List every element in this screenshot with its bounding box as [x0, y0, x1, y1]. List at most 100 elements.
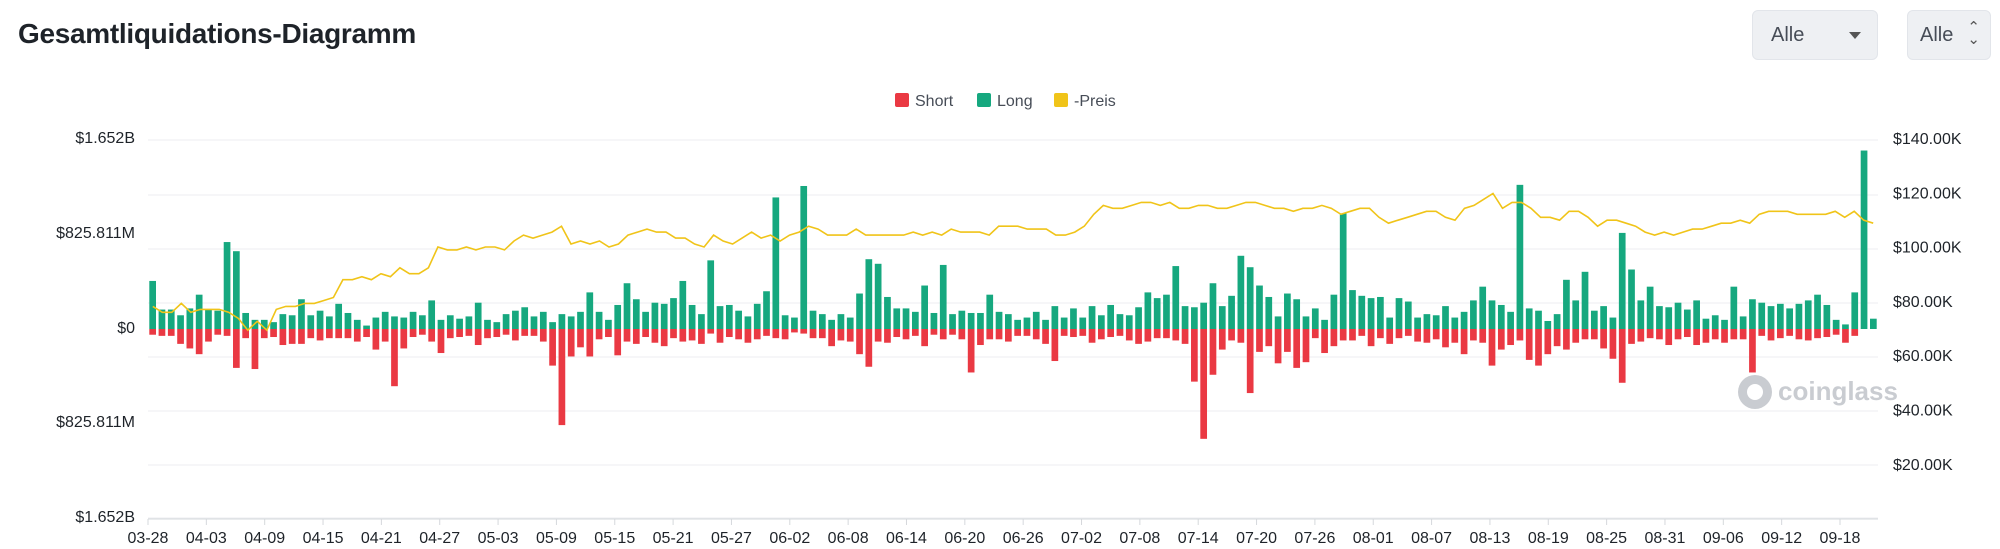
x-label-3: 04-15 [303, 530, 344, 547]
short-bar-166 [1693, 329, 1700, 346]
short-bar-20 [335, 329, 343, 339]
long-bar-48 [595, 311, 603, 329]
short-bar-141 [1460, 329, 1468, 355]
short-bar-128 [1339, 329, 1347, 341]
short-bar-74 [837, 329, 845, 341]
long-bar-104 [1116, 314, 1124, 329]
short-bar-55 [660, 329, 668, 347]
short-bar-88 [967, 329, 975, 373]
short-bar-111 [1181, 329, 1189, 344]
filter-select-coin[interactable]: Alle ⌃ ⌄ [1907, 10, 1991, 60]
long-bar-73 [828, 319, 835, 329]
x-label-23: 08-13 [1469, 530, 1510, 547]
long-bar-67 [772, 197, 780, 329]
long-bar-111 [1181, 306, 1189, 329]
x-label-29: 09-18 [1820, 530, 1861, 547]
short-bar-144 [1488, 329, 1496, 366]
short-bar-139 [1442, 329, 1449, 348]
short-bar-94 [1023, 329, 1031, 336]
short-bar-108 [1153, 329, 1161, 339]
x-label-2: 04-09 [244, 530, 285, 547]
long-bar-5 [195, 294, 203, 329]
long-bar-101 [1088, 306, 1096, 329]
x-label-12: 06-08 [828, 530, 869, 547]
short-bar-10 [242, 329, 250, 339]
long-bar-115 [1218, 306, 1226, 329]
x-label-8: 05-15 [594, 530, 635, 547]
filter-select-exchange[interactable]: Alle [1752, 10, 1878, 60]
short-bar-149 [1535, 329, 1542, 366]
long-bar-160 [1637, 300, 1645, 329]
short-bar-107 [1144, 329, 1152, 342]
short-bar-4 [186, 329, 194, 349]
long-bar-63 [735, 310, 742, 329]
long-bar-118 [1246, 267, 1254, 329]
long-bar-95 [1032, 311, 1040, 329]
short-bar-113 [1200, 329, 1208, 439]
short-bar-179 [1814, 329, 1821, 339]
short-bar-157 [1609, 329, 1617, 359]
long-bar-145 [1497, 304, 1505, 329]
short-bar-82 [911, 329, 919, 336]
long-bar-53 [642, 311, 649, 329]
short-bar-42 [539, 329, 547, 342]
short-bar-125 [1311, 329, 1319, 339]
short-bar-63 [735, 329, 742, 340]
long-bar-46 [577, 311, 584, 329]
sort-updown-icon: ⌃ ⌄ [1967, 19, 1980, 48]
long-bar-8 [223, 242, 231, 329]
short-bar-142 [1470, 329, 1477, 341]
short-bar-182 [1842, 329, 1849, 343]
short-bar-90 [986, 329, 994, 340]
long-bar-182 [1842, 324, 1849, 329]
x-label-7: 05-09 [536, 530, 577, 547]
short-bar-36 [484, 329, 491, 339]
short-bar-178 [1804, 329, 1812, 341]
long-bar-35 [474, 302, 482, 329]
long-bar-33 [456, 318, 463, 329]
long-bar-20 [335, 303, 343, 329]
coinglass-watermark-text: coinglass [1778, 376, 1898, 406]
short-bar-115 [1218, 329, 1226, 350]
long-bar-114 [1209, 283, 1217, 329]
long-bar-176 [1786, 308, 1793, 329]
long-bar-159 [1628, 269, 1635, 329]
short-bar-181 [1832, 329, 1840, 335]
short-bar-95 [1032, 329, 1040, 340]
short-bar-133 [1386, 329, 1394, 344]
long-bar-141 [1460, 311, 1468, 329]
short-bar-28 [409, 329, 417, 338]
right-tick-3: $80.00K [1893, 294, 1953, 311]
short-bar-167 [1702, 329, 1710, 343]
long-bar-177 [1795, 303, 1803, 329]
x-label-0: 03-28 [128, 530, 169, 547]
short-bar-137 [1423, 329, 1431, 343]
long-bar-16 [298, 299, 305, 329]
x-label-27: 09-06 [1703, 530, 1744, 547]
long-bar-58 [688, 304, 696, 329]
x-label-17: 07-08 [1119, 530, 1160, 547]
long-bar-137 [1423, 314, 1431, 329]
short-bar-164 [1674, 329, 1682, 340]
long-bar-56 [670, 298, 677, 329]
short-bar-2 [167, 329, 175, 336]
short-bar-29 [419, 329, 426, 335]
short-bar-153 [1572, 329, 1580, 343]
short-bar-117 [1237, 329, 1245, 343]
long-bar-37 [493, 322, 501, 329]
long-bar-170 [1730, 286, 1738, 329]
long-bar-171 [1739, 316, 1747, 329]
legend-label-0: Short [915, 93, 954, 110]
short-bar-131 [1367, 329, 1375, 347]
long-bar-79 [884, 296, 891, 329]
long-bar-23 [363, 325, 370, 329]
long-bar-167 [1702, 318, 1710, 329]
long-bar-97 [1051, 306, 1059, 329]
long-bar-62 [725, 304, 733, 329]
short-bar-97 [1051, 329, 1059, 362]
left-tick-0: $1.652B [75, 130, 135, 147]
long-bar-39 [512, 310, 519, 329]
short-bar-57 [679, 329, 687, 342]
long-bar-92 [1005, 314, 1012, 329]
right-tick-4: $60.00K [1893, 348, 1953, 365]
